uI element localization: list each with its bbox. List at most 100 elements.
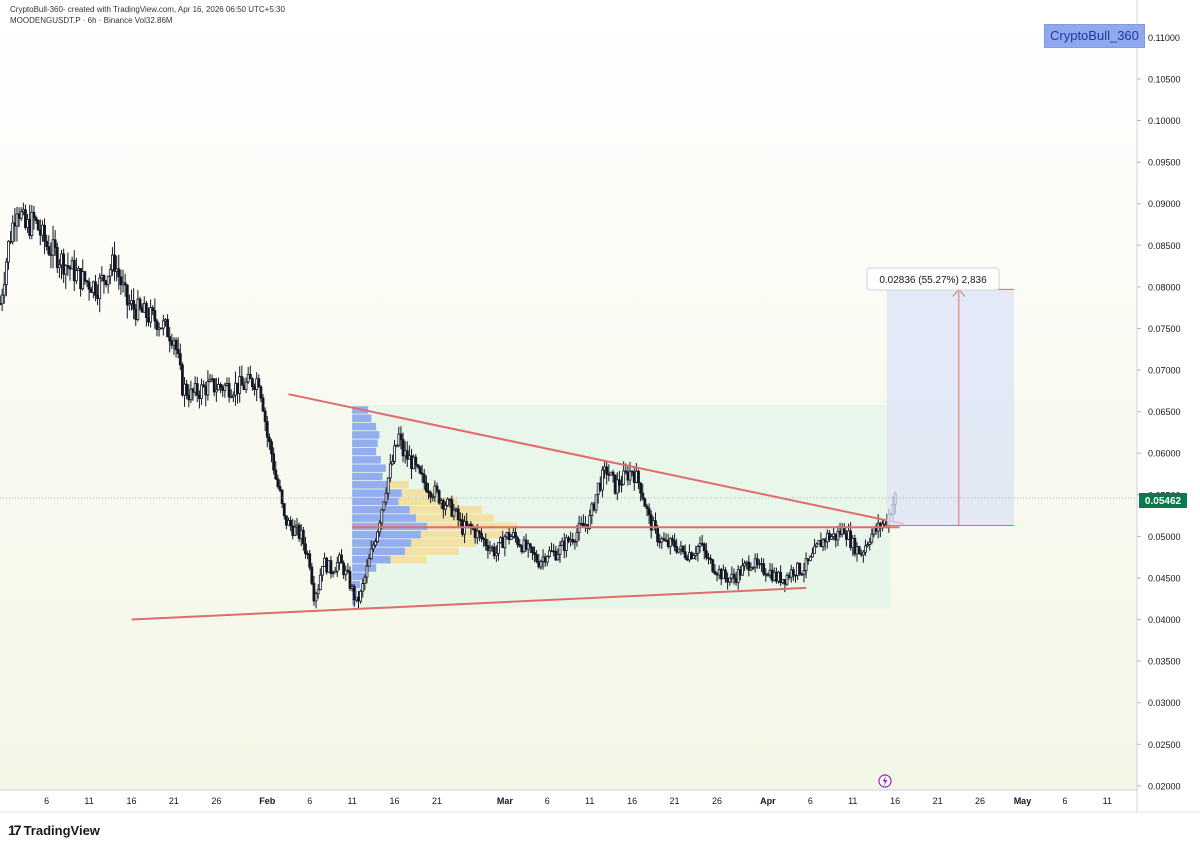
candle-body[interactable] bbox=[864, 545, 867, 553]
candle-body[interactable] bbox=[104, 280, 108, 285]
candle-body[interactable] bbox=[314, 593, 318, 602]
candle-body[interactable] bbox=[768, 569, 772, 576]
candle-body[interactable] bbox=[19, 211, 23, 219]
candle-body[interactable] bbox=[630, 470, 634, 473]
candle-body[interactable] bbox=[21, 209, 25, 213]
measurement-target[interactable] bbox=[0, 288, 1137, 527]
candle-body[interactable] bbox=[789, 569, 793, 578]
candle-body[interactable] bbox=[374, 541, 377, 546]
candle-body[interactable] bbox=[276, 478, 280, 487]
candle-body[interactable] bbox=[615, 479, 619, 494]
candle-body[interactable] bbox=[418, 466, 422, 474]
candle-body[interactable] bbox=[306, 553, 309, 556]
candle-body[interactable] bbox=[622, 470, 626, 485]
candle-body[interactable] bbox=[242, 384, 246, 390]
candle-body[interactable] bbox=[15, 213, 19, 227]
candle-body[interactable] bbox=[770, 569, 774, 581]
candle-body[interactable] bbox=[388, 463, 392, 479]
candle-body[interactable] bbox=[660, 538, 664, 543]
candle-body[interactable] bbox=[522, 539, 526, 553]
candle-body[interactable] bbox=[26, 219, 29, 228]
candle-body[interactable] bbox=[272, 453, 276, 471]
candle-body[interactable] bbox=[359, 590, 363, 602]
trendlines[interactable] bbox=[131, 393, 904, 621]
candle-body[interactable] bbox=[301, 529, 305, 545]
candle-body[interactable] bbox=[376, 531, 379, 543]
candle-body[interactable] bbox=[187, 394, 191, 401]
candle-body[interactable] bbox=[363, 576, 367, 584]
candle-body[interactable] bbox=[777, 571, 780, 582]
candle-body[interactable] bbox=[138, 298, 142, 309]
candle-body[interactable] bbox=[783, 579, 787, 585]
candle-body[interactable] bbox=[774, 571, 778, 582]
candle-body[interactable] bbox=[819, 540, 823, 548]
candle-body[interactable] bbox=[38, 229, 42, 236]
candle-body[interactable] bbox=[745, 561, 749, 564]
candle-body[interactable] bbox=[537, 560, 541, 568]
candle-body[interactable] bbox=[221, 387, 225, 391]
candle-body[interactable] bbox=[683, 551, 687, 558]
candle-body[interactable] bbox=[550, 550, 553, 553]
candle-body[interactable] bbox=[297, 524, 301, 539]
candle-body[interactable] bbox=[662, 538, 666, 541]
candle-body[interactable] bbox=[81, 271, 85, 290]
candle-body[interactable] bbox=[554, 550, 558, 561]
candle-body[interactable] bbox=[679, 545, 683, 550]
candle-body[interactable] bbox=[424, 482, 428, 492]
candle-body[interactable] bbox=[102, 275, 106, 282]
candle-body[interactable] bbox=[698, 542, 702, 547]
candle-body[interactable] bbox=[382, 501, 386, 511]
candle-body[interactable] bbox=[760, 563, 763, 566]
candle-body[interactable] bbox=[246, 373, 250, 383]
candle-body[interactable] bbox=[692, 554, 696, 560]
candle-body[interactable] bbox=[34, 217, 38, 221]
candle-body[interactable] bbox=[352, 586, 356, 601]
candle-body[interactable] bbox=[66, 265, 70, 268]
candle-body[interactable] bbox=[380, 509, 384, 524]
candle-body[interactable] bbox=[456, 508, 460, 520]
candle-body[interactable] bbox=[677, 548, 681, 553]
candle-body[interactable] bbox=[119, 276, 123, 286]
candle-body[interactable] bbox=[518, 544, 522, 547]
candle-body[interactable] bbox=[465, 521, 469, 526]
candle-body[interactable] bbox=[244, 381, 248, 390]
candle-body[interactable] bbox=[348, 571, 352, 589]
candle-body[interactable] bbox=[753, 558, 757, 568]
candle-body[interactable] bbox=[730, 573, 734, 579]
candle-body[interactable] bbox=[420, 472, 424, 475]
lightning-icon[interactable] bbox=[878, 774, 892, 788]
candle-body[interactable] bbox=[726, 577, 729, 583]
candle-body[interactable] bbox=[181, 364, 184, 396]
candle-body[interactable] bbox=[505, 532, 509, 538]
candle-body[interactable] bbox=[766, 574, 770, 577]
candle-body[interactable] bbox=[36, 220, 40, 231]
candle-body[interactable] bbox=[834, 533, 838, 541]
candle-body[interactable] bbox=[403, 450, 407, 457]
candle-body[interactable] bbox=[690, 552, 693, 560]
symbol-info[interactable]: MOODENGUSDT.P · 6h · Binance Vol32.86M bbox=[10, 16, 173, 25]
candle-body[interactable] bbox=[70, 260, 74, 270]
candle-body[interactable] bbox=[259, 386, 263, 399]
candle-body[interactable] bbox=[607, 473, 611, 476]
candle-body[interactable] bbox=[800, 573, 804, 576]
candle-body[interactable] bbox=[531, 546, 534, 553]
candle-body[interactable] bbox=[170, 340, 174, 346]
candle-body[interactable] bbox=[282, 503, 286, 517]
candle-body[interactable] bbox=[458, 519, 462, 521]
candle-body[interactable] bbox=[558, 545, 562, 555]
candle-body[interactable] bbox=[361, 583, 365, 592]
candle-body[interactable] bbox=[794, 574, 797, 577]
candle-body[interactable] bbox=[598, 482, 602, 491]
candle-body[interactable] bbox=[473, 528, 477, 539]
candle-body[interactable] bbox=[545, 556, 549, 563]
candle-body[interactable] bbox=[287, 520, 290, 526]
candle-body[interactable] bbox=[270, 441, 273, 455]
candle-body[interactable] bbox=[0, 294, 4, 305]
candle-body[interactable] bbox=[132, 300, 136, 310]
candle-body[interactable] bbox=[98, 277, 102, 300]
candle-body[interactable] bbox=[533, 552, 536, 556]
candle-body[interactable] bbox=[847, 530, 850, 540]
candle-body[interactable] bbox=[130, 300, 133, 305]
candle-body[interactable] bbox=[410, 455, 413, 470]
candle-body[interactable] bbox=[849, 530, 853, 549]
